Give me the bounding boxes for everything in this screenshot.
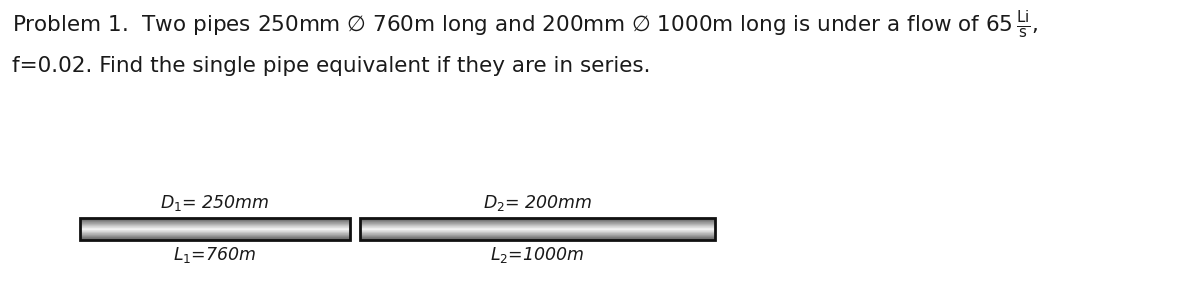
- Bar: [360, 220, 715, 221]
- Text: $L_2$=1000m: $L_2$=1000m: [491, 245, 584, 265]
- Bar: [80, 226, 350, 227]
- Bar: [360, 235, 715, 236]
- Bar: [80, 229, 350, 230]
- Bar: [360, 239, 715, 240]
- Bar: [80, 235, 350, 236]
- Bar: [80, 232, 350, 233]
- Bar: [360, 223, 715, 224]
- Bar: [80, 221, 350, 222]
- Text: Problem 1.  Two pipes 250mm $\varnothing$ 760m long and 200mm $\varnothing$ 1000: Problem 1. Two pipes 250mm $\varnothing$…: [12, 8, 1038, 40]
- Bar: [360, 226, 715, 227]
- Bar: [360, 237, 715, 238]
- Bar: [360, 227, 715, 228]
- Bar: [360, 231, 715, 232]
- Bar: [80, 222, 350, 223]
- Bar: [360, 233, 715, 234]
- Text: f=0.02. Find the single pipe equivalent if they are in series.: f=0.02. Find the single pipe equivalent …: [12, 56, 650, 76]
- Bar: [80, 227, 350, 228]
- Bar: [360, 218, 715, 240]
- Bar: [360, 228, 715, 229]
- Bar: [80, 219, 350, 220]
- Text: $D_1$= 250mm: $D_1$= 250mm: [161, 193, 270, 213]
- Bar: [360, 221, 715, 222]
- Bar: [360, 218, 715, 219]
- Bar: [80, 231, 350, 232]
- Bar: [80, 220, 350, 221]
- Bar: [360, 219, 715, 220]
- Bar: [80, 239, 350, 240]
- Bar: [360, 232, 715, 233]
- Text: $D_2$= 200mm: $D_2$= 200mm: [482, 193, 593, 213]
- Bar: [80, 224, 350, 225]
- Bar: [80, 225, 350, 226]
- Bar: [360, 238, 715, 239]
- Bar: [80, 223, 350, 224]
- Bar: [80, 228, 350, 229]
- Bar: [80, 230, 350, 231]
- Bar: [80, 236, 350, 237]
- Bar: [80, 238, 350, 239]
- Bar: [360, 234, 715, 235]
- Bar: [360, 229, 715, 230]
- Bar: [360, 224, 715, 225]
- Bar: [80, 218, 350, 240]
- Bar: [360, 236, 715, 237]
- Bar: [80, 218, 350, 219]
- Text: $L_1$=760m: $L_1$=760m: [173, 245, 257, 265]
- Bar: [80, 233, 350, 234]
- Bar: [360, 230, 715, 231]
- Bar: [360, 222, 715, 223]
- Bar: [80, 234, 350, 235]
- Bar: [80, 237, 350, 238]
- Bar: [360, 225, 715, 226]
